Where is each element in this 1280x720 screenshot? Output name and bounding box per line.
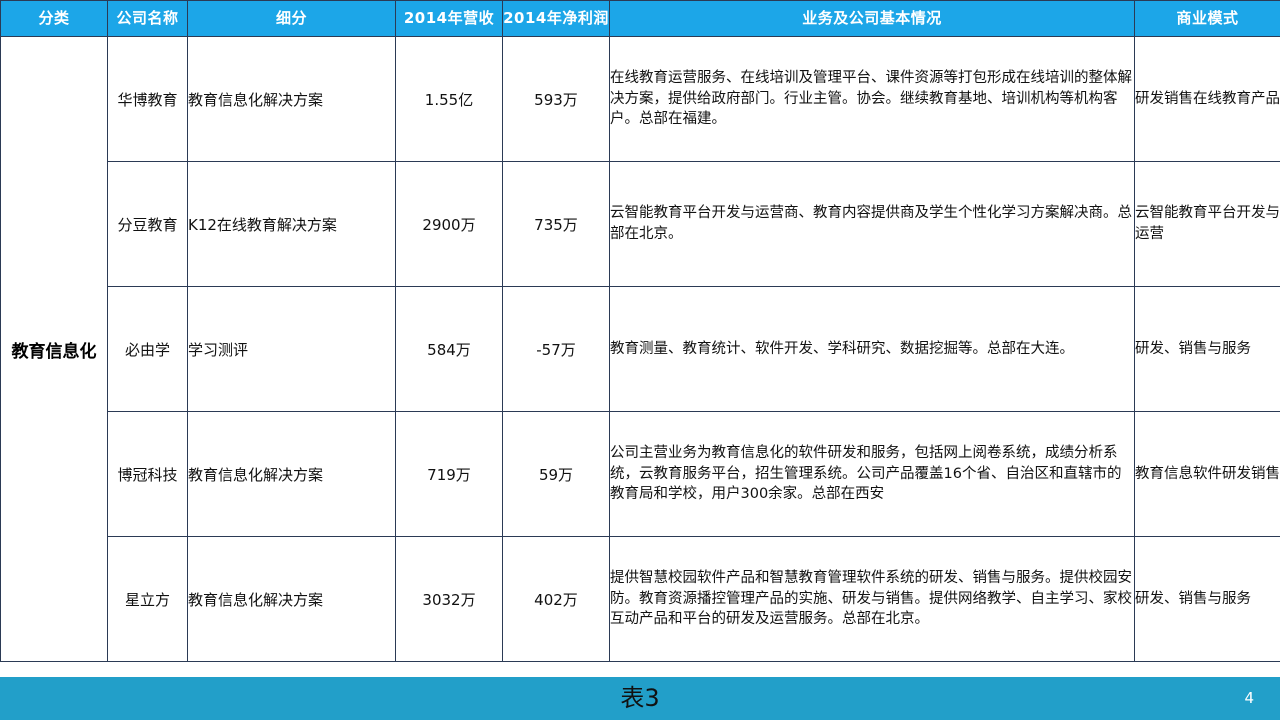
column-header-segment: 细分 [187,0,396,37]
description-cell: 在线教育运营服务、在线培训及管理平台、课件资源等打包形成在线培训的整体解决方案，… [609,36,1135,162]
table-header-row: 分类 公司名称 细分 2014年营收 2014年净利润 业务及公司基本情况 商业… [0,0,1280,37]
segment-cell: K12在线教育解决方案 [187,161,396,287]
revenue-cell: 3032万 [395,536,503,662]
profit-cell: 402万 [502,536,610,662]
model-cell: 研发销售在线教育产品 [1134,36,1280,162]
table-row: 必由学 学习测评 584万 -57万 教育测量、教育统计、软件开发、学科研究、数… [1,286,1280,412]
profit-cell: 735万 [502,161,610,287]
column-header-company: 公司名称 [107,0,188,37]
table-row: 星立方 教育信息化解决方案 3032万 402万 提供智慧校园软件产品和智慧教育… [1,536,1280,662]
company-cell: 华博教育 [107,36,188,162]
slide-caption: 表3 [620,684,660,712]
company-cell: 星立方 [107,536,188,662]
category-cell: 教育信息化 [0,36,108,662]
table-body: 教育信息化 华博教育 教育信息化解决方案 1.55亿 593万 在线教育运营服务… [0,36,1280,662]
company-cell: 博冠科技 [107,411,188,537]
profit-cell: -57万 [502,286,610,412]
revenue-cell: 584万 [395,286,503,412]
profit-cell: 59万 [502,411,610,537]
page-number: 4 [1244,689,1254,707]
revenue-cell: 719万 [395,411,503,537]
revenue-cell: 2900万 [395,161,503,287]
model-cell: 研发、销售与服务 [1134,536,1280,662]
description-cell: 公司主营业务为教育信息化的软件研发和服务，包括网上阅卷系统，成绩分析系统，云教育… [609,411,1135,537]
table-row: 博冠科技 教育信息化解决方案 719万 59万 公司主营业务为教育信息化的软件研… [1,411,1280,537]
table-header: 分类 公司名称 细分 2014年营收 2014年净利润 业务及公司基本情况 商业… [0,0,1280,37]
table-row: 分豆教育 K12在线教育解决方案 2900万 735万 云智能教育平台开发与运营… [1,161,1280,287]
footer-bar: 表3 4 [0,677,1280,720]
description-cell: 教育测量、教育统计、软件开发、学科研究、数据挖掘等。总部在大连。 [609,286,1135,412]
company-table: 分类 公司名称 细分 2014年营收 2014年净利润 业务及公司基本情况 商业… [0,0,1280,662]
profit-cell: 593万 [502,36,610,162]
segment-cell: 学习测评 [187,286,396,412]
model-cell: 教育信息软件研发销售 [1134,411,1280,537]
column-header-model: 商业模式 [1134,0,1280,37]
revenue-cell: 1.55亿 [395,36,503,162]
column-header-category: 分类 [0,0,108,37]
segment-cell: 教育信息化解决方案 [187,36,396,162]
segment-cell: 教育信息化解决方案 [187,536,396,662]
description-cell: 提供智慧校园软件产品和智慧教育管理软件系统的研发、销售与服务。提供校园安防。教育… [609,536,1135,662]
table-row: 教育信息化 华博教育 教育信息化解决方案 1.55亿 593万 在线教育运营服务… [0,36,1280,662]
company-cell: 必由学 [107,286,188,412]
column-header-profit: 2014年净利润 [502,0,610,37]
column-header-description: 业务及公司基本情况 [609,0,1135,37]
model-cell: 云智能教育平台开发与运营 [1134,161,1280,287]
segment-cell: 教育信息化解决方案 [187,411,396,537]
model-cell: 研发、销售与服务 [1134,286,1280,412]
description-cell: 云智能教育平台开发与运营商、教育内容提供商及学生个性化学习方案解决商。总部在北京… [609,161,1135,287]
column-header-revenue: 2014年营收 [395,0,503,37]
company-cell: 分豆教育 [107,161,188,287]
